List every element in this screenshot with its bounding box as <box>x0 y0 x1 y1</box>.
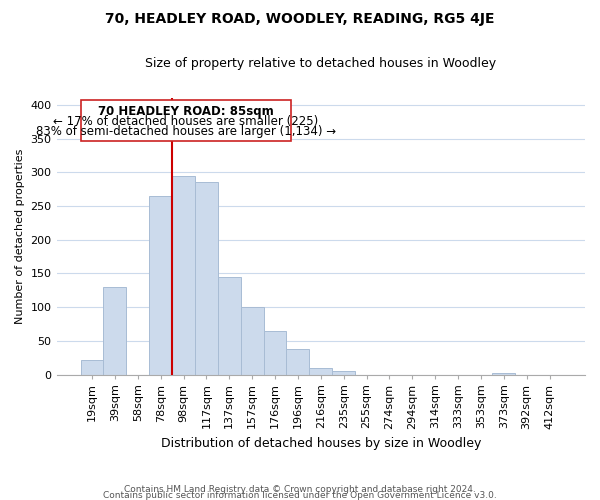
Bar <box>310 368 332 374</box>
FancyBboxPatch shape <box>80 100 291 140</box>
Title: Size of property relative to detached houses in Woodley: Size of property relative to detached ho… <box>145 58 496 70</box>
Text: Contains public sector information licensed under the Open Government Licence v3: Contains public sector information licen… <box>103 490 497 500</box>
Bar <box>286 349 310 374</box>
Bar <box>241 307 263 374</box>
Text: 70, HEADLEY ROAD, WOODLEY, READING, RG5 4JE: 70, HEADLEY ROAD, WOODLEY, READING, RG5 … <box>105 12 495 26</box>
Y-axis label: Number of detached properties: Number of detached properties <box>15 148 25 324</box>
Bar <box>332 371 355 374</box>
Text: Contains HM Land Registry data © Crown copyright and database right 2024.: Contains HM Land Registry data © Crown c… <box>124 484 476 494</box>
Bar <box>172 176 195 374</box>
Bar <box>103 287 127 374</box>
Text: ← 17% of detached houses are smaller (225): ← 17% of detached houses are smaller (22… <box>53 115 319 128</box>
Bar <box>149 196 172 374</box>
Text: 83% of semi-detached houses are larger (1,134) →: 83% of semi-detached houses are larger (… <box>36 125 336 138</box>
Bar <box>80 360 103 374</box>
X-axis label: Distribution of detached houses by size in Woodley: Distribution of detached houses by size … <box>161 437 481 450</box>
Bar <box>263 330 286 374</box>
Bar <box>195 182 218 374</box>
Bar <box>493 373 515 374</box>
Text: 70 HEADLEY ROAD: 85sqm: 70 HEADLEY ROAD: 85sqm <box>98 106 274 118</box>
Bar <box>218 276 241 374</box>
